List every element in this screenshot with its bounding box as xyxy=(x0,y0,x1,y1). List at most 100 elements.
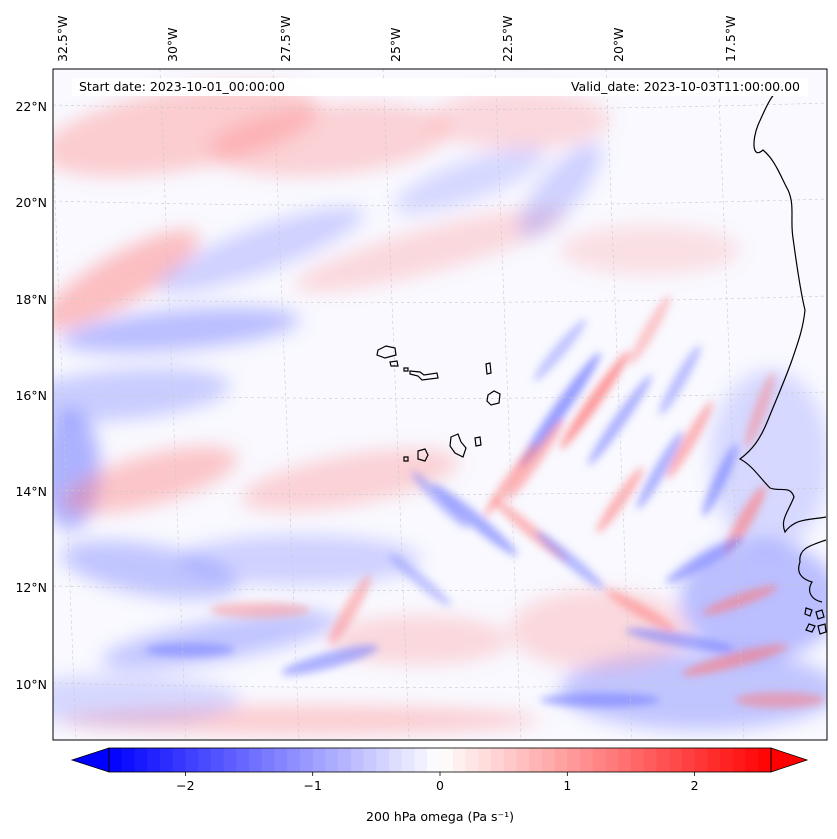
meridian-line xyxy=(53,138,77,740)
cabo-verde-fogo xyxy=(417,448,429,462)
colorbar-segment xyxy=(452,748,466,772)
colorbar-segment xyxy=(745,748,759,772)
colorbar-segment xyxy=(210,748,224,772)
colorbar-segment xyxy=(325,748,339,772)
lon-label: 25°W xyxy=(388,27,403,62)
colorbar-segment xyxy=(656,748,670,772)
colorbar-tick-label: −1 xyxy=(303,778,321,793)
colorbar-segment xyxy=(681,748,696,772)
colorbar-tick-label: 2 xyxy=(691,778,699,793)
colorbar-segment xyxy=(503,748,517,772)
parallel-line xyxy=(53,583,827,591)
cabo-verde-brava xyxy=(403,456,409,462)
colorbar-segment xyxy=(541,748,555,772)
lat-label: 12°N xyxy=(15,580,47,595)
colorbar-segment xyxy=(401,748,415,772)
colorbar-segment xyxy=(363,748,377,772)
cabo-verde-sao-vicente xyxy=(389,360,399,367)
lon-label: 20°W xyxy=(611,27,626,62)
colorbar-segment xyxy=(580,748,594,772)
colorbar-segment xyxy=(223,748,237,772)
colorbar-segment xyxy=(198,748,212,772)
colorbar-segment xyxy=(669,748,683,772)
africa-coastline xyxy=(738,84,827,603)
colorbar-segments xyxy=(109,748,772,772)
cabo-verde-santa-luzia xyxy=(403,367,409,372)
lon-label: 17.5°W xyxy=(723,16,738,62)
map-border xyxy=(52,68,828,741)
colorbar-segment xyxy=(427,748,441,772)
latitude-tick-labels: 22°N 20°N 18°N 16°N 14°N 12°N 10°N xyxy=(15,99,47,692)
colorbar-segment xyxy=(350,748,365,772)
colorbar-segment xyxy=(554,748,568,772)
valid-date-label: Valid_date: 2023-10-03T11:00:00.00 xyxy=(571,79,800,94)
colorbar-segment xyxy=(758,748,772,772)
lon-label: 27.5°W xyxy=(278,16,293,62)
colorbar-tick-label: −2 xyxy=(176,778,194,793)
lat-label: 16°N xyxy=(15,388,47,403)
colorbar-segment xyxy=(707,748,721,772)
colorbar-segment xyxy=(592,748,606,772)
map-panel: Start date: 2023-10-01_00:00:00 Valid_da… xyxy=(52,68,828,741)
lat-label: 22°N xyxy=(15,99,47,114)
lon-label: 22.5°W xyxy=(500,16,515,62)
start-date-label: Start date: 2023-10-01_00:00:00 xyxy=(79,79,285,94)
colorbar-extend-min xyxy=(70,747,110,773)
colorbar-segment xyxy=(720,748,734,772)
meridian-line xyxy=(494,69,522,740)
colorbar-segment xyxy=(121,748,135,772)
date-banner xyxy=(72,78,808,96)
cabo-verde-sao-nicolau xyxy=(409,370,439,381)
meridian-line xyxy=(382,69,410,740)
lat-label: 14°N xyxy=(15,484,47,499)
gridlines xyxy=(53,69,827,740)
colorbar-segment xyxy=(529,748,543,772)
meridian-line xyxy=(272,69,300,740)
colorbar-segment xyxy=(643,748,657,772)
parallel-line xyxy=(53,391,827,399)
colorbar-tick-label: 0 xyxy=(436,778,444,793)
colorbar-segment xyxy=(147,748,161,772)
colorbar-segment xyxy=(516,748,530,772)
parallel-line xyxy=(53,295,827,303)
omega-field xyxy=(53,83,827,734)
colorbar-segment xyxy=(312,748,326,772)
meridian-line xyxy=(159,69,187,740)
colorbar-extend-max xyxy=(770,747,809,773)
colorbar-segment xyxy=(465,748,479,772)
lat-label: 20°N xyxy=(15,195,47,210)
colorbar-segment xyxy=(605,748,619,772)
colorbar-segment xyxy=(567,748,581,772)
colorbar-segment xyxy=(159,748,174,772)
colorbar-segment xyxy=(236,748,250,772)
coastlines xyxy=(376,84,827,635)
colorbar-segment xyxy=(478,748,492,772)
colorbar-segment xyxy=(261,748,275,772)
colorbar: −2 −1 0 1 2 200 hPa omega (Pa s⁻¹) xyxy=(70,747,809,824)
meridian-line xyxy=(717,69,745,740)
colorbar-segment xyxy=(630,748,645,772)
colorbar-segment xyxy=(274,748,288,772)
colorbar-label: 200 hPa omega (Pa s⁻¹) xyxy=(366,809,514,824)
colorbar-segment xyxy=(732,748,746,772)
colorbar-segment xyxy=(618,748,632,772)
colorbar-segment xyxy=(389,748,403,772)
colorbar-segment xyxy=(338,748,352,772)
colorbar-segment xyxy=(440,748,454,772)
colorbar-segment xyxy=(490,748,505,772)
colorbar-segment xyxy=(249,748,263,772)
lat-label: 18°N xyxy=(15,292,47,307)
colorbar-segment xyxy=(414,748,428,772)
colorbar-segment xyxy=(299,748,314,772)
parallel-line xyxy=(53,680,827,688)
lat-label: 10°N xyxy=(15,677,47,692)
longitude-tick-labels: 32.5°W 30°W 27.5°W 25°W 22.5°W 20°W 17.5… xyxy=(55,16,738,62)
colorbar-segment xyxy=(287,748,301,772)
lon-label: 30°W xyxy=(165,27,180,62)
colorbar-segment xyxy=(376,748,390,772)
colorbar-segment xyxy=(694,748,708,772)
cabo-verde-sal xyxy=(485,362,492,375)
parallel-line xyxy=(53,198,827,206)
cabo-verde-santo-antao xyxy=(376,345,397,359)
